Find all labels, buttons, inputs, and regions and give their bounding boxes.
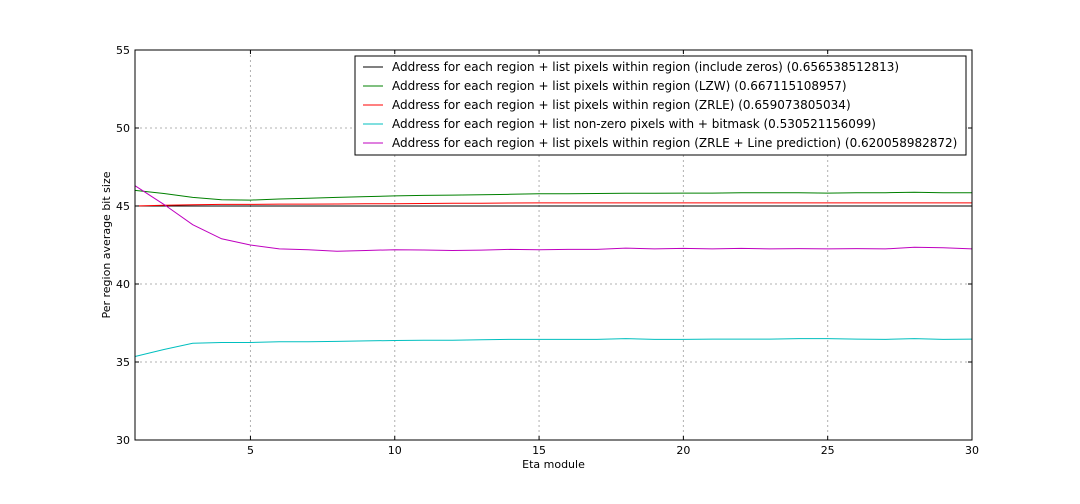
x-tick-label: 15 [532, 444, 546, 457]
plot-frame [134, 49, 973, 441]
legend-entry: Address for each region + list non-zero … [392, 117, 876, 131]
x-tick-label: 5 [247, 444, 254, 457]
x-tick-label: 20 [676, 444, 690, 457]
x-tick-label: 25 [821, 444, 835, 457]
y-tick-label: 55 [116, 44, 130, 57]
x-tick-label: 30 [965, 444, 979, 457]
legend-entry: Address for each region + list pixels wi… [392, 98, 851, 112]
y-tick-label: 45 [116, 200, 130, 213]
legend-entry: Address for each region + list pixels wi… [392, 79, 847, 93]
y-axis-label: Per region average bit size [100, 171, 113, 318]
legend-entry: Address for each region + list pixels wi… [392, 136, 957, 150]
series-lines [134, 185, 973, 357]
y-tick-label: 40 [116, 278, 130, 291]
legend-entry: Address for each region + list pixels wi… [392, 60, 899, 74]
y-tick-label: 50 [116, 122, 130, 135]
series-line-4 [134, 338, 973, 357]
legend: Address for each region + list pixels wi… [354, 55, 967, 156]
legend-box [354, 55, 967, 156]
series-line-3 [134, 202, 972, 207]
series-line-5 [134, 185, 973, 252]
y-tick-label: 35 [116, 356, 130, 369]
series-line-2 [134, 189, 972, 201]
x-axis-label: Eta module [522, 458, 585, 471]
x-tick-label: 10 [388, 444, 402, 457]
axis-ticks: 5 10 15 20 25 30 30 35 40 45 50 55 [116, 44, 979, 457]
y-tick-label: 30 [116, 434, 130, 447]
